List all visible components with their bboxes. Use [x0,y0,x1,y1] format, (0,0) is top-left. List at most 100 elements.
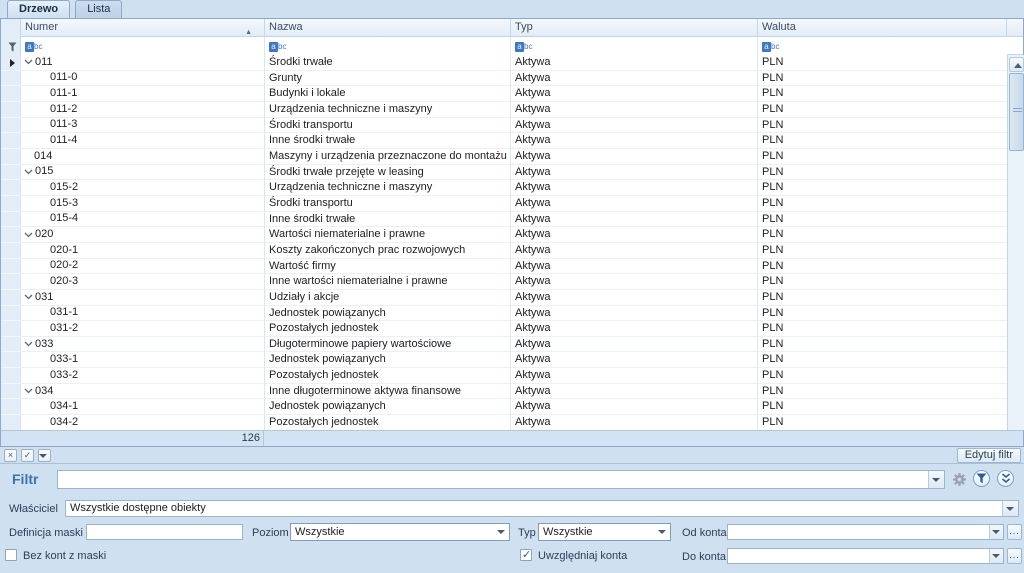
tab-drzewo[interactable]: Drzewo [7,0,71,18]
filter-dropdown-button[interactable] [38,449,51,462]
column-header-typ[interactable]: Typ [511,19,758,37]
expander-chevron-icon[interactable] [22,232,35,238]
row-gutter [1,336,21,353]
od-konta-value [732,525,985,539]
filtr-combobox[interactable] [57,470,945,489]
cell-waluta: PLN [758,180,1007,196]
expander-chevron-icon[interactable] [22,59,35,65]
table-row[interactable]: 020 Wartości niematerialne i prawne Aktywa… [1,227,1007,243]
cell-numer: 020-2 [21,258,265,275]
row-gutter [1,227,21,243]
table-row[interactable]: 015 Środki trwałe przejęte w leasing Aktyw… [1,164,1007,181]
poziom-select[interactable]: Wszystkie [290,523,510,541]
table-row[interactable]: 034-2 Pozostałych jednostek Aktywa PLN [1,415,1007,431]
sort-ascending-icon: ▲ [245,29,252,36]
table-row[interactable]: 034-1 Jednostek powiązanych Aktywa PLN [1,399,1007,416]
table-row[interactable]: 034 Inne długoterminowe aktywa finansowe A… [1,383,1007,400]
cell-typ: Aktywa [511,242,758,259]
cell-waluta: PLN [758,415,1007,431]
od-konta-combobox[interactable] [727,524,1004,540]
table-row[interactable]: 033-1 Jednostek powiązanych Aktywa PLN [1,352,1007,369]
cell-nazwa: Budynki i lokale [265,86,511,102]
apply-filter-button[interactable] [973,470,990,487]
table-row[interactable]: 011 Środki trwałe Aktywa PLN [1,55,1007,71]
cell-numer: 033-2 [21,368,265,384]
typ-select[interactable]: Wszystkie [538,523,671,541]
dropdown-button[interactable] [1002,501,1018,516]
table-row[interactable]: 020-2 Wartość firmy Aktywa PLN [1,258,1007,275]
dropdown-button[interactable] [928,471,944,488]
scrollbar-thumb[interactable] [1009,73,1024,151]
column-header-numer[interactable]: Numer ▲ [21,19,265,37]
account-number: 015-2 [50,181,79,194]
table-row[interactable]: 011-2 Urządzenia techniczne i maszyny Akty… [1,101,1007,118]
account-number: 015-4 [50,212,79,225]
table-row[interactable]: 031-2 Pozostałych jednostek Aktywa PLN [1,321,1007,337]
filter-cell-waluta[interactable]: a bc [758,37,1007,55]
expander-chevron-icon[interactable] [22,388,35,394]
cell-typ: Aktywa [511,274,758,290]
definicja-maski-input[interactable] [86,524,243,540]
filter-cell-nazwa[interactable]: a bc [265,37,511,55]
apply-filter-checkbox[interactable]: ✓ [21,449,34,462]
table-row[interactable]: 020-1 Koszty zakończonych prac rozwojowyc… [1,242,1007,259]
od-konta-browse-button[interactable]: ... [1007,524,1022,540]
vertical-scrollbar[interactable] [1007,55,1024,447]
begins-with-filter-icon: a [762,42,771,53]
cell-waluta: PLN [758,321,1007,337]
do-konta-browse-button[interactable]: ... [1007,548,1022,564]
row-gutter [1,86,21,102]
wlasciciel-combobox[interactable]: Wszystkie dostępne obiekty [65,500,1019,517]
edit-filter-button[interactable]: Edytuj filtr [956,448,1021,463]
table-row[interactable]: 033-2 Pozostałych jednostek Aktywa PLN [1,368,1007,384]
cell-typ: Aktywa [511,399,758,416]
cell-nazwa: Pozostałych jednostek [265,368,511,384]
cell-numer: 015-4 [21,211,265,228]
cell-nazwa: Grunty [265,70,511,87]
dropdown-button[interactable] [989,549,1003,563]
column-header-nazwa[interactable]: Nazwa [265,19,511,37]
table-row[interactable]: 020-3 Inne wartości niematerialne i prawn… [1,274,1007,290]
grid-summary-row: 126 [0,430,1024,447]
cell-waluta: PLN [758,165,1007,181]
scroll-up-button[interactable] [1009,57,1024,72]
filter-cell-typ[interactable]: a bc [511,37,758,55]
expander-chevron-icon[interactable] [22,294,35,300]
column-header-waluta[interactable]: Waluta [758,19,1007,37]
table-row[interactable]: 031-1 Jednostek powiązanych Aktywa PLN [1,305,1007,322]
account-number: 014 [34,149,53,162]
table-row[interactable]: 014 Maszyny i urządzenia przeznaczone do … [1,148,1007,165]
table-row[interactable]: 015-4 Inne środki trwałe Aktywa PLN [1,211,1007,228]
table-row[interactable]: 033 Długoterminowe papiery wartościowe Akt… [1,336,1007,353]
bez-kont-checkbox[interactable] [5,549,17,561]
tab-lista[interactable]: Lista [75,0,123,18]
table-row[interactable]: 015-3 Środki transportu Aktywa PLN [1,195,1007,212]
dropdown-button[interactable] [989,525,1003,539]
table-row[interactable]: 011-1 Budynki i lokale Aktywa PLN [1,86,1007,102]
header-scrollbar-spacer [1007,19,1024,37]
cell-waluta: PLN [758,368,1007,384]
funnel-icon [976,473,987,484]
poziom-value: Wszystkie [295,526,345,538]
filter-settings-button[interactable] [951,471,968,488]
account-number: 020-1 [50,243,79,256]
filter-cell-numer[interactable]: a bc [21,37,265,55]
do-konta-combobox[interactable] [727,548,1004,564]
begins-with-filter-icon: a [269,42,278,53]
table-row[interactable]: 015-2 Urządzenia techniczne i maszyny Akty… [1,180,1007,196]
table-row[interactable]: 031 Udziały i akcje Aktywa PLN [1,289,1007,306]
cell-numer: 014 [21,148,265,165]
table-row[interactable]: 011-0 Grunty Aktywa PLN [1,70,1007,87]
uwzgledniaj-konta-checkbox[interactable]: ✓ [520,549,532,561]
cell-nazwa: Urządzenia techniczne i maszyny [265,180,511,196]
table-row[interactable]: 011-3 Środki transportu Aktywa PLN [1,117,1007,134]
clear-filter-button[interactable]: × [4,449,17,462]
expand-filter-panel-button[interactable] [997,470,1014,487]
account-number: 015 [35,165,54,178]
expander-chevron-icon[interactable] [22,341,35,347]
table-row[interactable]: 011-4 Inne środki trwałe Aktywa PLN [1,133,1007,149]
cell-typ: Aktywa [511,258,758,275]
account-number: 011-0 [50,71,78,84]
expander-chevron-icon[interactable] [22,169,35,175]
